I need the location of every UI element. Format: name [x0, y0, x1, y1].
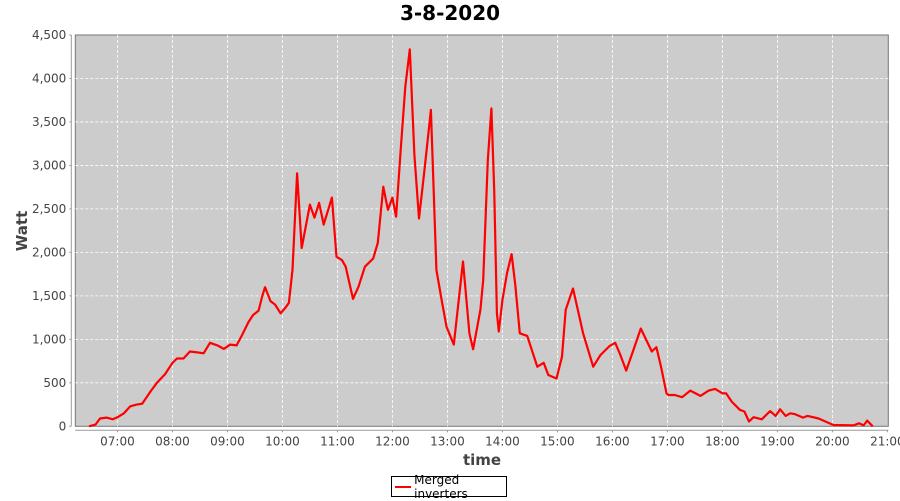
y-tick-label: 4,000: [32, 71, 66, 85]
y-tick-label: 3,500: [32, 115, 66, 129]
y-tick-label: 500: [43, 376, 66, 390]
axes: [69, 34, 889, 433]
x-tick-label: 18:00: [705, 434, 740, 448]
legend-label: Merged inverters: [414, 472, 468, 501]
x-tick-label: 19:00: [760, 434, 795, 448]
x-tick-label: 20:00: [815, 434, 850, 448]
chart-title: 3-8-2020: [399, 1, 501, 25]
x-tick-label: 15:00: [540, 434, 575, 448]
x-tick-label: 08:00: [155, 434, 190, 448]
y-tick-label: 4,500: [32, 28, 66, 42]
plot-area: [74, 34, 889, 427]
y-tick-label: 2,500: [32, 202, 66, 216]
x-tick-label: 13:00: [430, 434, 465, 448]
x-tick-label: 11:00: [320, 434, 355, 448]
x-tick-label: 07:00: [100, 434, 135, 448]
x-axis-ticks: 07:00 08:00 09:00 10:00 11:00 12:00 13:00 14:00…: [100, 434, 900, 448]
y-tick-label: 3,000: [32, 158, 66, 172]
y-tick-label: 1,000: [32, 332, 66, 346]
gridlines: [75, 35, 889, 427]
y-tick-label: 1,500: [32, 289, 66, 303]
x-tick-label: 14:00: [485, 434, 520, 448]
series-line-merged-inverters: [88, 48, 874, 428]
x-tick-label: 09:00: [210, 434, 245, 448]
legend-swatch: [395, 485, 412, 488]
x-axis-label: time: [463, 451, 501, 469]
x-tick-label: 12:00: [375, 434, 410, 448]
x-tick-label: 10:00: [265, 434, 300, 448]
y-tick-label: 2,000: [32, 245, 66, 259]
y-axis-ticks: 0 500 1,000 1,500 2,000 2,500 3,000 3,500 4,000 4…: [32, 28, 66, 433]
legend: Merged inverters: [391, 473, 507, 501]
y-axis-label: Watt: [13, 211, 31, 251]
x-tick-label: 16:00: [595, 434, 630, 448]
x-tick-label: 17:00: [650, 434, 685, 448]
x-tick-label: 21:00: [870, 434, 900, 448]
y-tick-label: 0: [59, 419, 67, 433]
